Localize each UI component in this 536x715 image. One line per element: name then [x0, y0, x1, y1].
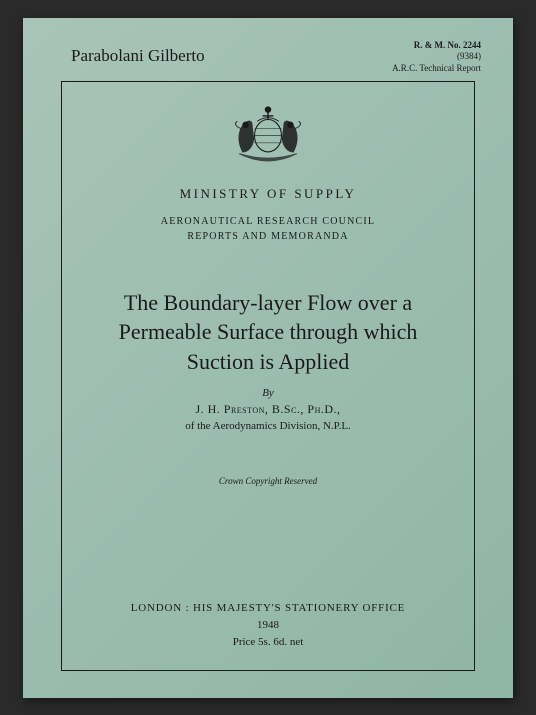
- owner-inscription: Parabolani Gilberto: [71, 46, 205, 66]
- reference-series: A.R.C. Technical Report: [392, 63, 481, 75]
- council-heading: AERONAUTICAL RESEARCH COUNCIL REPORTS AN…: [84, 214, 452, 244]
- by-label: By: [84, 387, 452, 399]
- publisher-name: LONDON : HIS MAJESTY'S STATIONERY OFFICE: [84, 602, 452, 614]
- header-row: Parabolani Gilberto R. & M. No. 2244 (93…: [53, 40, 483, 75]
- document-title: The Boundary-layer Flow over a Permeable…: [88, 288, 448, 377]
- price-text: Price 5s. 6d. net: [84, 636, 452, 648]
- document-frame: MINISTRY OF SUPPLY AERONAUTICAL RESEARCH…: [61, 81, 475, 671]
- copyright-notice: Crown Copyright Reserved: [84, 476, 452, 486]
- royal-crest-icon: [223, 96, 313, 170]
- author-affiliation: of the Aerodynamics Division, N.P.L.: [84, 420, 452, 432]
- document-page: Parabolani Gilberto R. & M. No. 2244 (93…: [23, 18, 513, 698]
- council-line2: REPORTS AND MEMORANDA: [187, 231, 348, 242]
- reference-number: R. & M. No. 2244: [392, 40, 481, 52]
- publisher-block: LONDON : HIS MAJESTY'S STATIONERY OFFICE…: [84, 602, 452, 654]
- council-line1: AERONAUTICAL RESEARCH COUNCIL: [161, 216, 375, 227]
- reference-block: R. & M. No. 2244 (9384) A.R.C. Technical…: [392, 40, 481, 75]
- ministry-heading: MINISTRY OF SUPPLY: [84, 186, 452, 202]
- publication-year: 1948: [84, 619, 452, 631]
- author-name: J. H. Preston, B.Sc., Ph.D.,: [84, 402, 452, 417]
- reference-code: (9384): [392, 51, 481, 63]
